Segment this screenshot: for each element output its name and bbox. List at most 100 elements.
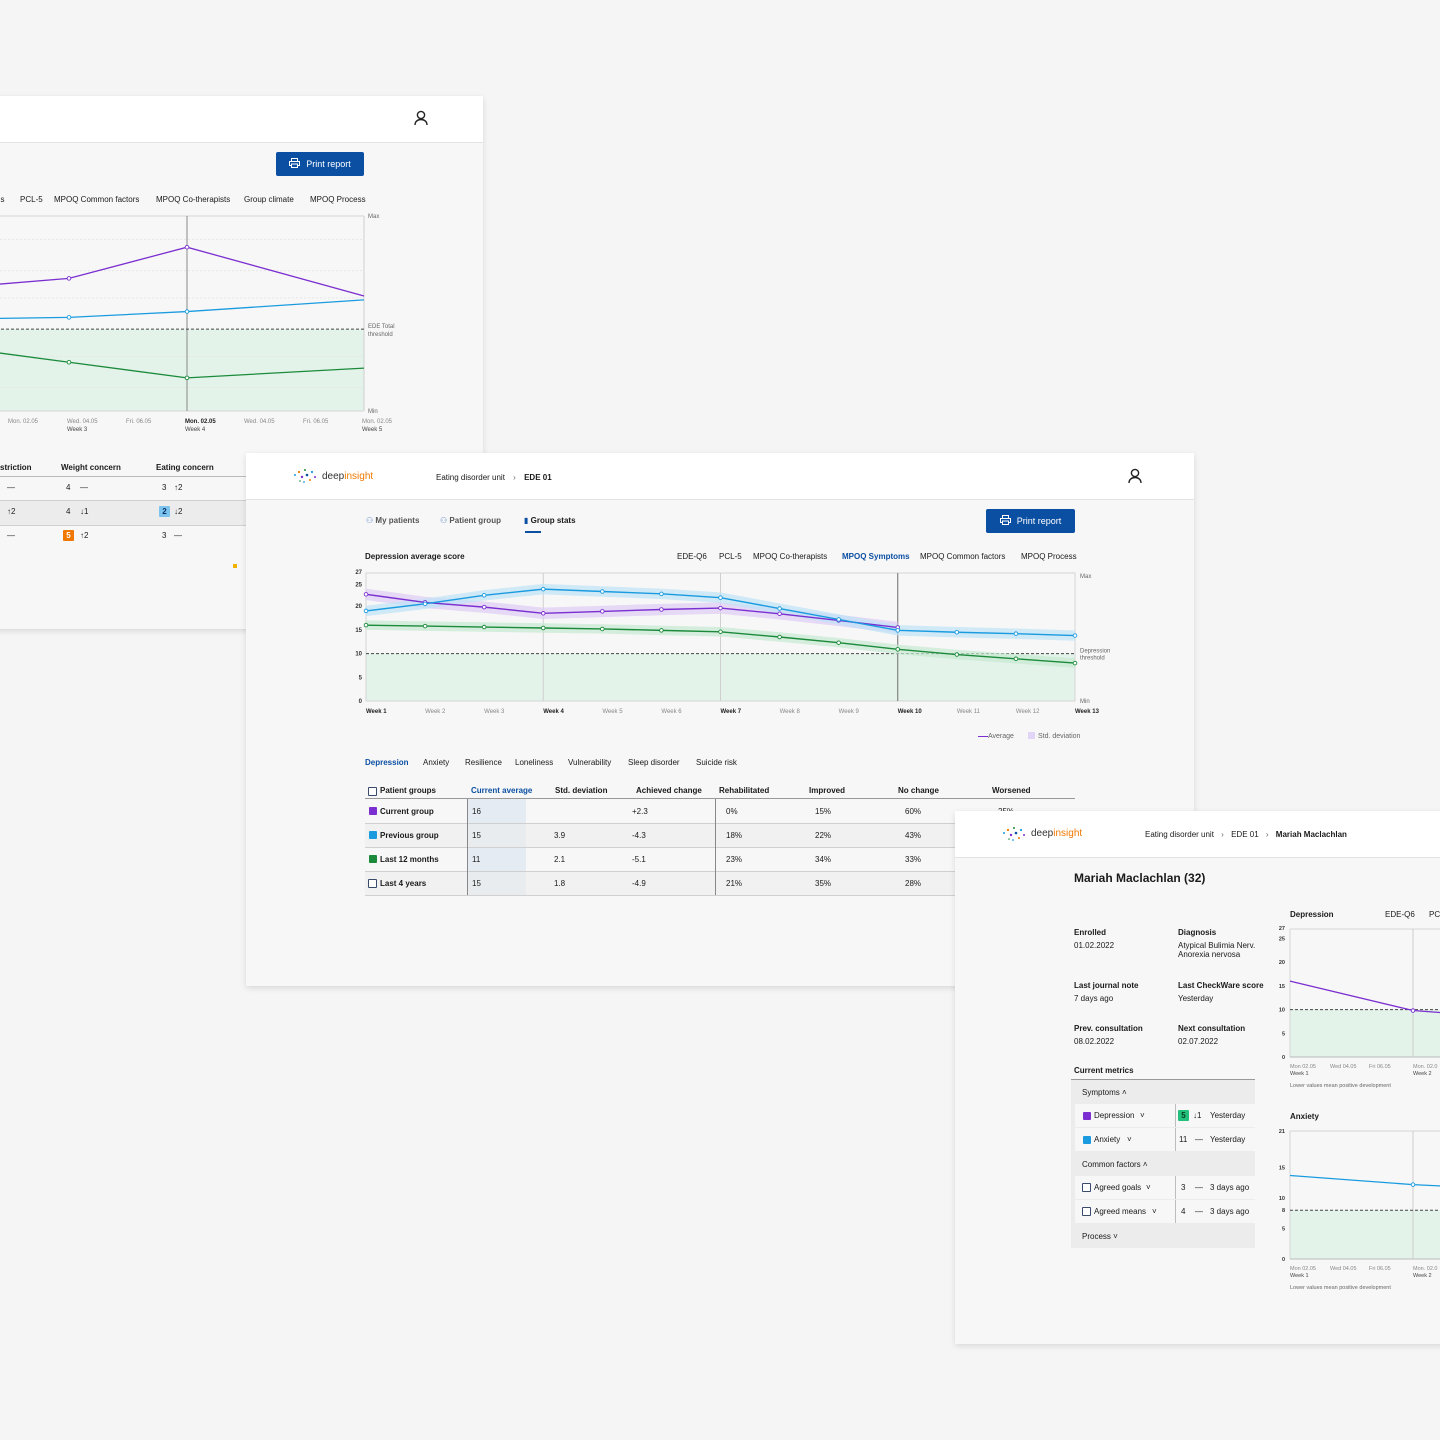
info-label: Last CheckWare score	[1178, 981, 1264, 990]
tab-group-climate[interactable]: Group climate	[244, 195, 294, 204]
y-tick-label: 10	[1279, 1196, 1285, 1202]
score-badge: 5	[1178, 1110, 1189, 1121]
print-report-button[interactable]: Print report	[276, 152, 364, 176]
breadcrumb-patient[interactable]: Mariah Maclachlan	[1275, 830, 1347, 839]
subtab-suicide-risk[interactable]: Suicide risk	[696, 758, 737, 767]
legend-average-swatch	[978, 736, 988, 737]
y-tick-label: 8	[1282, 1208, 1285, 1214]
tab-ede-q6[interactable]: EDE-Q6	[1385, 910, 1415, 919]
col-patient-groups[interactable]: Patient groups	[380, 786, 437, 795]
data-point	[777, 606, 782, 611]
x-tick-label: Wed 04.05	[1330, 1064, 1357, 1070]
table-row-alt	[0, 501, 256, 525]
tab-mpoq-common-factors[interactable]: MPOQ Common factors	[920, 552, 1006, 561]
x-tick-label: Week 6	[661, 709, 682, 715]
print-report-button[interactable]: Print report	[986, 509, 1075, 533]
checkbox-anxiety[interactable]	[1083, 1136, 1091, 1144]
row-name: Last 4 years	[380, 879, 427, 888]
chevron-down-icon[interactable]: ˅	[1140, 1111, 1145, 1120]
col-std-deviation[interactable]: Std. deviation	[555, 786, 608, 795]
nav-group-stats[interactable]: ▮ Group stats	[524, 516, 576, 525]
chevron-down-icon[interactable]: ˅	[1152, 1207, 1157, 1216]
checkbox-depression[interactable]	[1083, 1112, 1091, 1120]
x-tick-label: Week 4	[543, 709, 564, 715]
user-icon[interactable]	[412, 109, 430, 127]
subtab-vulnerability[interactable]: Vulnerability	[568, 758, 612, 767]
metric-score: 3	[1181, 1183, 1186, 1192]
group-process[interactable]: Process ˅	[1082, 1232, 1118, 1241]
tab-symptoms[interactable]: ns	[0, 195, 5, 204]
breadcrumb-group[interactable]: EDE 01	[524, 473, 552, 482]
breadcrumb-group[interactable]: EDE 01	[1231, 830, 1259, 839]
group-common-factors[interactable]: Common factors ˄	[1082, 1160, 1148, 1169]
data-point	[66, 359, 72, 365]
breadcrumb-unit[interactable]: Eating disorder unit	[1145, 830, 1214, 839]
tab-pcl5[interactable]: PCL-5	[719, 552, 742, 561]
x-tick-label: Mon. 02.0	[1413, 1266, 1437, 1272]
series-line	[365, 593, 898, 629]
x-tick-label: Week 1	[366, 709, 387, 715]
deepinsight-logo[interactable]	[1001, 824, 1027, 849]
subtab-sleep-disorder[interactable]: Sleep disorder	[628, 758, 680, 767]
data-point	[718, 629, 723, 635]
info-value: Atypical Bulimia Nerv.	[1178, 941, 1256, 950]
subtab-anxiety[interactable]: Anxiety	[423, 758, 450, 767]
group-symptoms[interactable]: Symptoms ˄	[1082, 1088, 1127, 1097]
y-tick-label: 5	[1282, 1227, 1285, 1233]
cell: 1.8	[554, 879, 566, 888]
select-all-checkbox[interactable]	[368, 787, 377, 796]
subtab-depression[interactable]: Depression	[365, 758, 409, 767]
series-line	[0, 246, 365, 297]
chevron-down-icon[interactable]: ˅	[1146, 1183, 1151, 1192]
x-tick-label: Fri. 06.05	[303, 419, 329, 425]
chart-title: Depression average score	[365, 552, 465, 561]
tab-ede-q6[interactable]: EDE-Q6	[677, 552, 707, 561]
info-label: Last journal note	[1074, 981, 1139, 990]
tab-pcl[interactable]: PCL	[1429, 910, 1440, 919]
nav-patient-group[interactable]: ⚇ Patient group	[440, 516, 501, 525]
tab-mpoq-common-factors[interactable]: MPOQ Common factors	[54, 195, 140, 204]
cell: 35%	[815, 879, 832, 888]
x-tick-label: Week 8	[780, 709, 801, 715]
col-current-average[interactable]: Current average	[471, 786, 533, 795]
cell: 43%	[905, 831, 922, 840]
breadcrumb-unit[interactable]: Eating disorder unit	[436, 473, 505, 482]
tab-mpoq-symptoms[interactable]: MPOQ Symptoms	[842, 552, 910, 561]
checkbox-last-12-months[interactable]	[369, 855, 377, 863]
metric-when: Yesterday	[1210, 1111, 1246, 1120]
logo-mark-icon	[1003, 827, 1025, 841]
tab-mpoq-process[interactable]: MPOQ Process	[1021, 552, 1077, 561]
tab-mpoq-co-therapists[interactable]: MPOQ Co-therapists	[753, 552, 828, 561]
col-achieved-change[interactable]: Achieved change	[636, 786, 702, 795]
y-tick-label: 20	[1279, 960, 1285, 966]
chevron-down-icon[interactable]: ˅	[1127, 1135, 1132, 1144]
checkbox-previous-group[interactable]	[369, 831, 377, 839]
subtab-resilience[interactable]: Resilience	[465, 758, 502, 767]
legend-dot	[233, 564, 237, 568]
tab-mpoq-co-therapists[interactable]: MPOQ Co-therapists	[156, 195, 231, 204]
checkbox-agreed-goals[interactable]	[1082, 1183, 1091, 1192]
front-header: deepinsight Eating disorder unit › EDE 0…	[955, 811, 1440, 858]
x-tick-label: Mon. 02.05	[8, 419, 39, 425]
col-no-change[interactable]: No change	[898, 786, 939, 795]
col-rehabilitated[interactable]: Rehabilitated	[719, 786, 770, 795]
col-worsened[interactable]: Worsened	[992, 786, 1031, 795]
y-tick-label: 0	[1282, 1055, 1285, 1061]
user-icon[interactable]	[1126, 467, 1144, 485]
checkbox-current-group[interactable]	[369, 807, 377, 815]
chevron-right-icon: ›	[513, 473, 516, 482]
subtab-loneliness[interactable]: Loneliness	[515, 758, 554, 767]
deepinsight-logo[interactable]	[292, 466, 318, 491]
row-name: Last 12 months	[380, 855, 439, 864]
chevron-up-icon: ˄	[1142, 1160, 1148, 1169]
threshold-area	[0, 329, 364, 411]
tab-pcl5[interactable]: PCL-5	[20, 195, 43, 204]
col-improved[interactable]: Improved	[809, 786, 846, 795]
nav-my-patients[interactable]: ⚇ My patients	[366, 516, 419, 525]
info-value: 01.02.2022	[1074, 941, 1115, 950]
metric-name: Agreed means	[1094, 1207, 1147, 1216]
metric-score: 11	[1179, 1135, 1188, 1144]
checkbox-agreed-means[interactable]	[1082, 1207, 1091, 1216]
tab-mpoq-process[interactable]: MPOQ Process	[310, 195, 366, 204]
checkbox-last-4-years[interactable]	[368, 879, 377, 888]
